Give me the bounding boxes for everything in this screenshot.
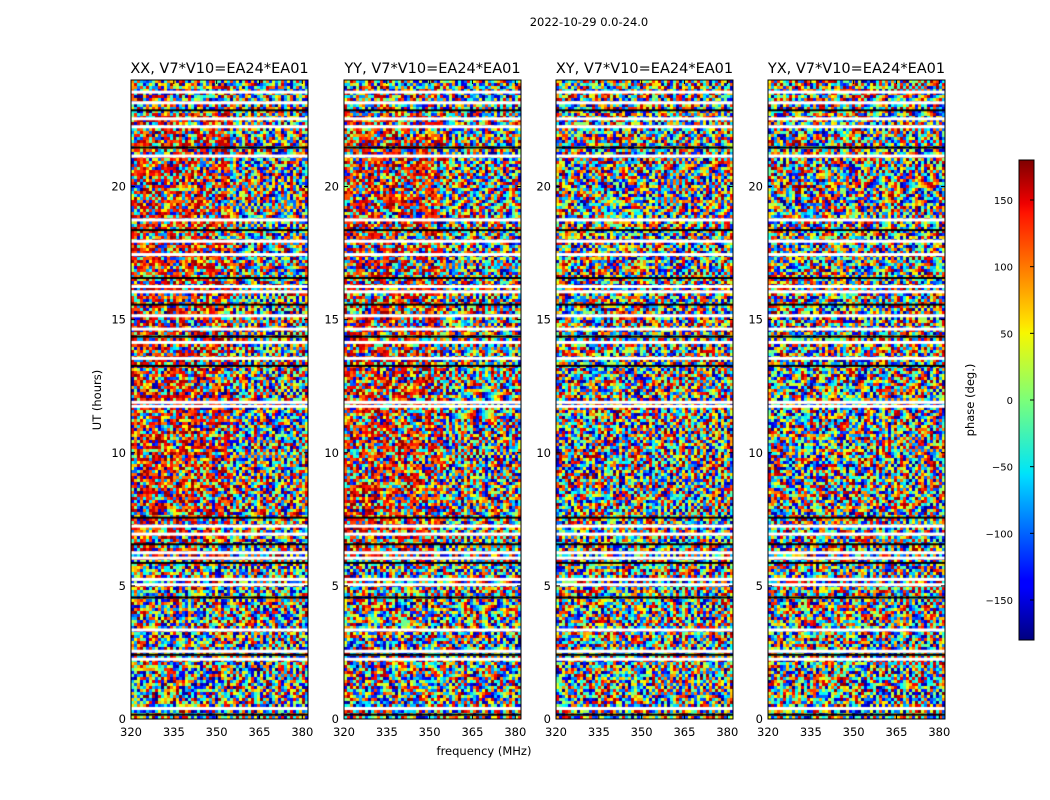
figure-suptitle: 2022-10-29 0.0-24.0	[530, 15, 649, 29]
x-tick-label: 320	[757, 725, 779, 739]
panel-xy: XY, V7*V10=EA24*EA01 320 335 350 365 380 0 5 10 1…	[536, 61, 738, 739]
y-tick-label: 15	[111, 313, 126, 327]
panel-frame	[343, 79, 522, 720]
x-tick-label: 365	[248, 725, 270, 739]
x-axis-label: frequency (MHz)	[437, 744, 532, 758]
x-tick-label: 380	[504, 725, 526, 739]
x-tick-label: 335	[163, 725, 185, 739]
x-tick-label: 380	[928, 725, 950, 739]
colorbar: 150 100 50 0 −50 −100 −150 phase (deg.)	[963, 159, 1035, 641]
panel-yy: YY, V7*V10=EA24*EA01 320 335 350 365 380 0 5 10 1…	[324, 61, 526, 739]
panel-heatmap-image	[556, 80, 733, 719]
colorbar-tick-label: −50	[992, 463, 1013, 474]
x-tick-label: 380	[716, 725, 738, 739]
x-tick-label: 350	[631, 725, 653, 739]
panel-heatmap-image	[131, 80, 308, 719]
y-tick-label: 15	[324, 313, 339, 327]
x-tick-label: 365	[461, 725, 483, 739]
x-tick-label: 365	[885, 725, 907, 739]
panels-group: XX, V7*V10=EA24*EA01 320 335 350 365 380 0 5 10 1…	[111, 61, 950, 739]
panel-title: YX, V7*V10=EA24*EA01	[767, 61, 945, 77]
y-tick-label: 5	[332, 579, 339, 593]
y-tick-label: 15	[748, 313, 763, 327]
y-tick-label: 20	[111, 180, 126, 194]
panel-yx: YX, V7*V10=EA24*EA01 320 335 350 365 380 0 5 10 1…	[748, 61, 950, 739]
x-tick-label: 335	[800, 725, 822, 739]
y-tick-label: 20	[536, 180, 551, 194]
x-tick-label: 365	[673, 725, 695, 739]
x-tick-label: 320	[120, 725, 142, 739]
y-tick-label: 5	[756, 579, 763, 593]
y-tick-label: 0	[119, 712, 126, 726]
panel-heatmap-image	[768, 80, 945, 719]
colorbar-tick-label: 0	[1007, 396, 1013, 407]
x-tick-label: 320	[333, 725, 355, 739]
x-tick-label: 350	[206, 725, 228, 739]
colorbar-tick-label: −100	[986, 529, 1013, 540]
colorbar-label: phase (deg.)	[963, 364, 977, 437]
y-tick-label: 15	[536, 313, 551, 327]
x-tick-label: 335	[588, 725, 610, 739]
y-tick-label: 20	[748, 180, 763, 194]
colorbar-tick-label: 150	[994, 196, 1013, 207]
y-tick-label: 10	[748, 446, 763, 460]
panel-title: XY, V7*V10=EA24*EA01	[556, 61, 733, 77]
x-tick-label: 380	[291, 725, 313, 739]
y-axis-label: UT (hours)	[90, 370, 104, 430]
colorbar-ticks: 150 100 50 0 −50 −100 −150	[986, 196, 1034, 607]
y-tick-label: 10	[111, 446, 126, 460]
panel-xx: XX, V7*V10=EA24*EA01 320 335 350 365 380 0 5 10 1…	[111, 61, 313, 739]
colorbar-tick-label: −150	[986, 596, 1013, 607]
y-tick-label: 5	[119, 579, 126, 593]
panel-heatmap-image	[344, 80, 521, 719]
y-tick-label: 0	[332, 712, 339, 726]
colorbar-tick-label: 50	[1000, 329, 1013, 340]
y-tick-label: 0	[756, 712, 763, 726]
panel-frame	[767, 79, 946, 720]
y-tick-label: 0	[544, 712, 551, 726]
colorbar-tick-label: 100	[994, 263, 1013, 274]
panel-frame	[130, 79, 309, 720]
panel-frame	[555, 79, 734, 720]
panel-title: YY, V7*V10=EA24*EA01	[343, 61, 520, 77]
x-tick-label: 350	[419, 725, 441, 739]
x-tick-label: 320	[545, 725, 567, 739]
y-tick-label: 10	[536, 446, 551, 460]
x-tick-label: 350	[843, 725, 865, 739]
panel-title: XX, V7*V10=EA24*EA01	[130, 61, 308, 77]
y-tick-label: 10	[324, 446, 339, 460]
y-tick-label: 20	[324, 180, 339, 194]
y-tick-label: 5	[544, 579, 551, 593]
x-tick-label: 335	[376, 725, 398, 739]
